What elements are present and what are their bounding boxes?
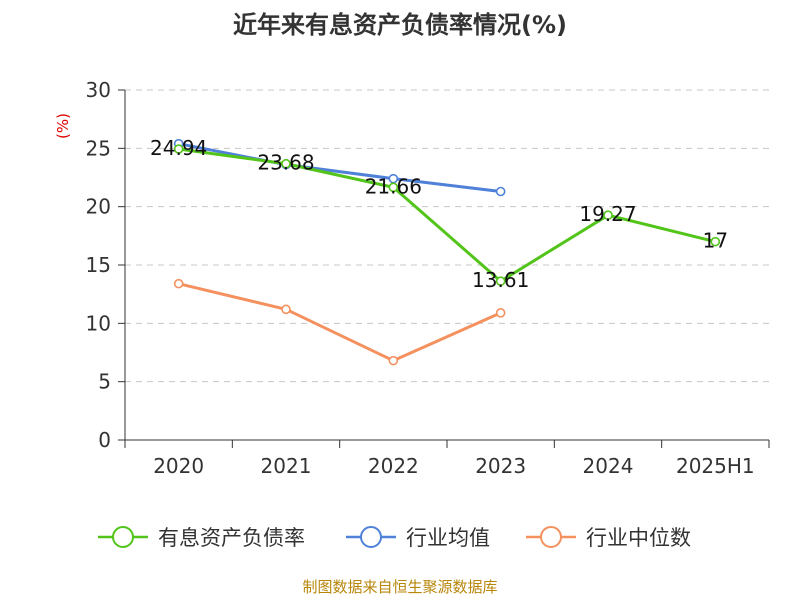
x-tick-label: 2025H1 bbox=[676, 454, 755, 478]
data-point bbox=[710, 236, 721, 247]
legend-item: 行业均值 bbox=[346, 526, 490, 550]
data-point bbox=[173, 144, 184, 154]
data-point bbox=[495, 186, 506, 197]
y-tick-label: 30 bbox=[86, 78, 111, 102]
y-tick-label: 15 bbox=[86, 253, 111, 277]
grid-lines bbox=[125, 89, 769, 383]
legend: 有息资产负债率 行业均值 行业中位数 bbox=[98, 526, 691, 550]
data-label: 24.94 bbox=[150, 136, 207, 160]
y-tick-label: 10 bbox=[86, 311, 111, 335]
x-tick-label: 2022 bbox=[368, 454, 419, 478]
legend-label: 行业中位数 bbox=[586, 526, 691, 550]
data-label: 17 bbox=[703, 229, 728, 253]
data-label: 21.66 bbox=[365, 174, 422, 198]
axes: 0 5 10 15 20 25 30 2020 2021 2022 2023 2024 2025H1 bbox=[86, 78, 770, 478]
y-tick-label: 20 bbox=[86, 195, 111, 219]
series-line-1 bbox=[178, 142, 501, 193]
source-note: 制图数据来自恒生聚源数据库 bbox=[302, 578, 497, 596]
y-tick-label: 25 bbox=[86, 136, 111, 160]
legend-item: 行业中位数 bbox=[526, 526, 691, 550]
x-tick-label: 2020 bbox=[153, 454, 204, 478]
chart-title: 近年来有息资产负债率情况(%) bbox=[233, 11, 567, 39]
x-tick-label: 2024 bbox=[583, 454, 634, 478]
y-tick-label: 0 bbox=[98, 428, 111, 452]
legend-label: 行业均值 bbox=[406, 526, 490, 550]
data-point bbox=[495, 276, 506, 287]
legend-label: 有息资产负债率 bbox=[158, 526, 305, 550]
legend-item: 有息资产负债率 bbox=[98, 526, 305, 550]
series-line-2 bbox=[178, 282, 502, 363]
legend-marker bbox=[360, 526, 382, 548]
data-label: 19.27 bbox=[579, 202, 636, 226]
data-point bbox=[281, 304, 291, 315]
data-labels: 24.94 23.68 21.66 13.61 19.27 17 bbox=[150, 136, 728, 292]
data-point bbox=[388, 355, 399, 366]
series-line-0 bbox=[178, 147, 716, 283]
data-point bbox=[281, 158, 291, 169]
y-axis-unit: (%) bbox=[54, 113, 72, 139]
data-point bbox=[173, 278, 184, 289]
y-tick-label: 5 bbox=[98, 370, 111, 394]
legend-marker bbox=[540, 526, 562, 548]
data-point bbox=[388, 182, 399, 193]
x-tick-label: 2023 bbox=[475, 454, 526, 478]
data-point bbox=[603, 210, 613, 220]
data-label: 13.61 bbox=[472, 268, 529, 292]
data-point bbox=[495, 308, 506, 318]
data-label: 23.68 bbox=[257, 151, 314, 175]
x-tick-label: 2021 bbox=[261, 454, 312, 478]
legend-marker bbox=[112, 526, 134, 548]
series-layer bbox=[173, 138, 721, 366]
